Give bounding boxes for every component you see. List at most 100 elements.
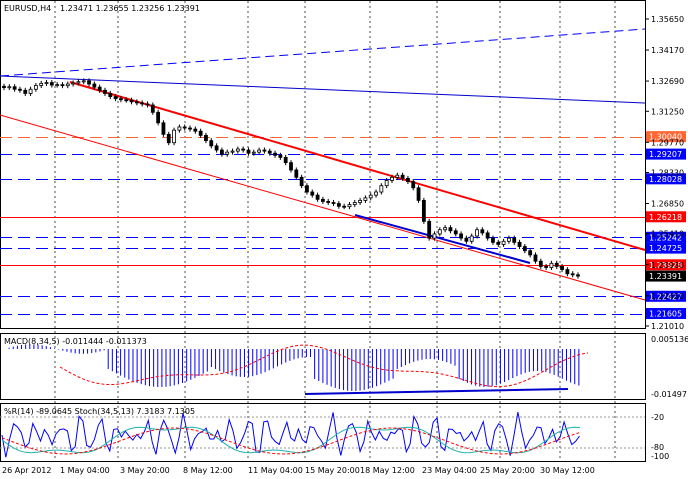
candle	[406, 175, 410, 185]
candle	[363, 195, 368, 203]
candle	[246, 147, 251, 156]
candle	[251, 149, 256, 156]
svg-text:1.24725: 1.24725	[649, 244, 682, 253]
candle	[18, 86, 22, 93]
candle	[453, 228, 458, 237]
candle	[400, 172, 405, 181]
svg-text:1.26218: 1.26218	[649, 213, 682, 222]
candle	[528, 248, 533, 258]
time-tick-label: 11 May 04:00	[248, 466, 303, 475]
ohlc-readout: 1.23471 1.23655 1.23256 1.23391	[60, 4, 200, 13]
candle	[257, 147, 262, 155]
macd-label: MACD(8,34,5) -0.011444 -0.011373	[4, 337, 147, 346]
level-price-label: 1.21605	[646, 308, 686, 320]
price-tick-label: 1.34170	[651, 46, 684, 55]
price-tick-label: 1.21010	[651, 322, 684, 331]
candle	[421, 197, 426, 224]
price-axis: 1.35650 1.34170 1.32690 1.31250 1.29770 1.283…	[645, 15, 684, 331]
price-tick-label: 1.23930	[651, 261, 684, 270]
candle	[65, 81, 70, 89]
level-price-label: 1.26218	[646, 211, 686, 223]
svg-text:1.22427: 1.22427	[649, 292, 682, 301]
candle	[305, 183, 309, 195]
stoch-main-line	[1, 426, 581, 454]
candle	[140, 100, 145, 107]
candle	[262, 147, 267, 154]
candle	[443, 225, 448, 233]
svg-text:1.28028: 1.28028	[649, 175, 682, 184]
candles	[2, 78, 580, 279]
candle	[517, 239, 522, 250]
price-tick-label: 1.32690	[651, 77, 684, 86]
macd-panel-frame	[0, 333, 646, 400]
candle	[60, 82, 65, 89]
candle	[182, 124, 187, 131]
candle	[294, 167, 299, 180]
oscillator-indicator	[0, 412, 645, 458]
candle	[411, 179, 416, 191]
svg-text:1.29207: 1.29207	[649, 150, 682, 159]
svg-text:1.30040: 1.30040	[649, 133, 682, 142]
candle	[390, 174, 394, 183]
candle	[193, 126, 198, 134]
candle	[554, 260, 559, 269]
osc-tick-100: -100	[651, 452, 669, 461]
candle	[273, 150, 277, 158]
candle	[113, 94, 118, 102]
candle	[23, 87, 28, 96]
price-tick-label: 1.35650	[651, 15, 684, 24]
level-price-label: 1.23391	[646, 270, 686, 282]
candle	[49, 80, 54, 88]
candle	[549, 260, 554, 271]
macd-indicator	[8, 344, 589, 395]
candle	[129, 97, 134, 105]
candle	[315, 192, 320, 202]
level-price-label: 1.23928	[646, 259, 686, 271]
candle	[459, 231, 463, 241]
candle	[283, 154, 288, 166]
level-price-label: 1.28028	[646, 173, 686, 185]
candle	[342, 203, 347, 210]
candle	[124, 97, 129, 103]
level-price-labels: 1.30040 1.29207 1.28028 1.26218 1.25242 1.247…	[646, 131, 686, 320]
candle	[336, 201, 341, 209]
candle	[39, 80, 44, 88]
candle	[92, 81, 97, 90]
candle	[225, 149, 230, 157]
candle	[161, 120, 166, 137]
candle	[33, 82, 38, 92]
candle	[145, 101, 150, 108]
candle	[475, 227, 479, 239]
candle	[501, 238, 506, 247]
candle	[209, 138, 214, 149]
candle	[448, 225, 453, 234]
candle	[289, 160, 293, 173]
candle	[81, 78, 86, 85]
candle	[12, 84, 17, 92]
time-grid	[54, 1, 616, 461]
candle	[204, 132, 208, 144]
level-price-label: 1.24725	[646, 242, 686, 254]
candle	[320, 196, 325, 204]
price-panel-frame	[0, 0, 646, 329]
candle	[522, 244, 527, 254]
candle	[71, 80, 75, 87]
price-tick-label: 1.26850	[651, 200, 684, 209]
upper-dashed-trendline	[0, 28, 646, 77]
candle	[544, 263, 549, 271]
candle	[134, 99, 139, 106]
channel-top-line	[69, 81, 646, 251]
candle	[198, 128, 203, 138]
candle	[97, 84, 102, 93]
time-tick-label: 23 May 04:00	[422, 466, 477, 475]
candle	[214, 143, 219, 153]
time-tick-label: 3 May 20:00	[120, 466, 170, 475]
price-tick-label: 1.25410	[651, 230, 684, 239]
macd-divergence-line	[304, 388, 569, 395]
candle	[437, 227, 442, 237]
time-tick-label: 30 May 12:00	[540, 466, 595, 475]
price-tick-label: 1.31250	[651, 107, 684, 116]
time-axis: 26 Apr 2012 1 May 04:00 3 May 20:00 8 May 1…	[2, 466, 595, 475]
candle	[76, 79, 81, 86]
